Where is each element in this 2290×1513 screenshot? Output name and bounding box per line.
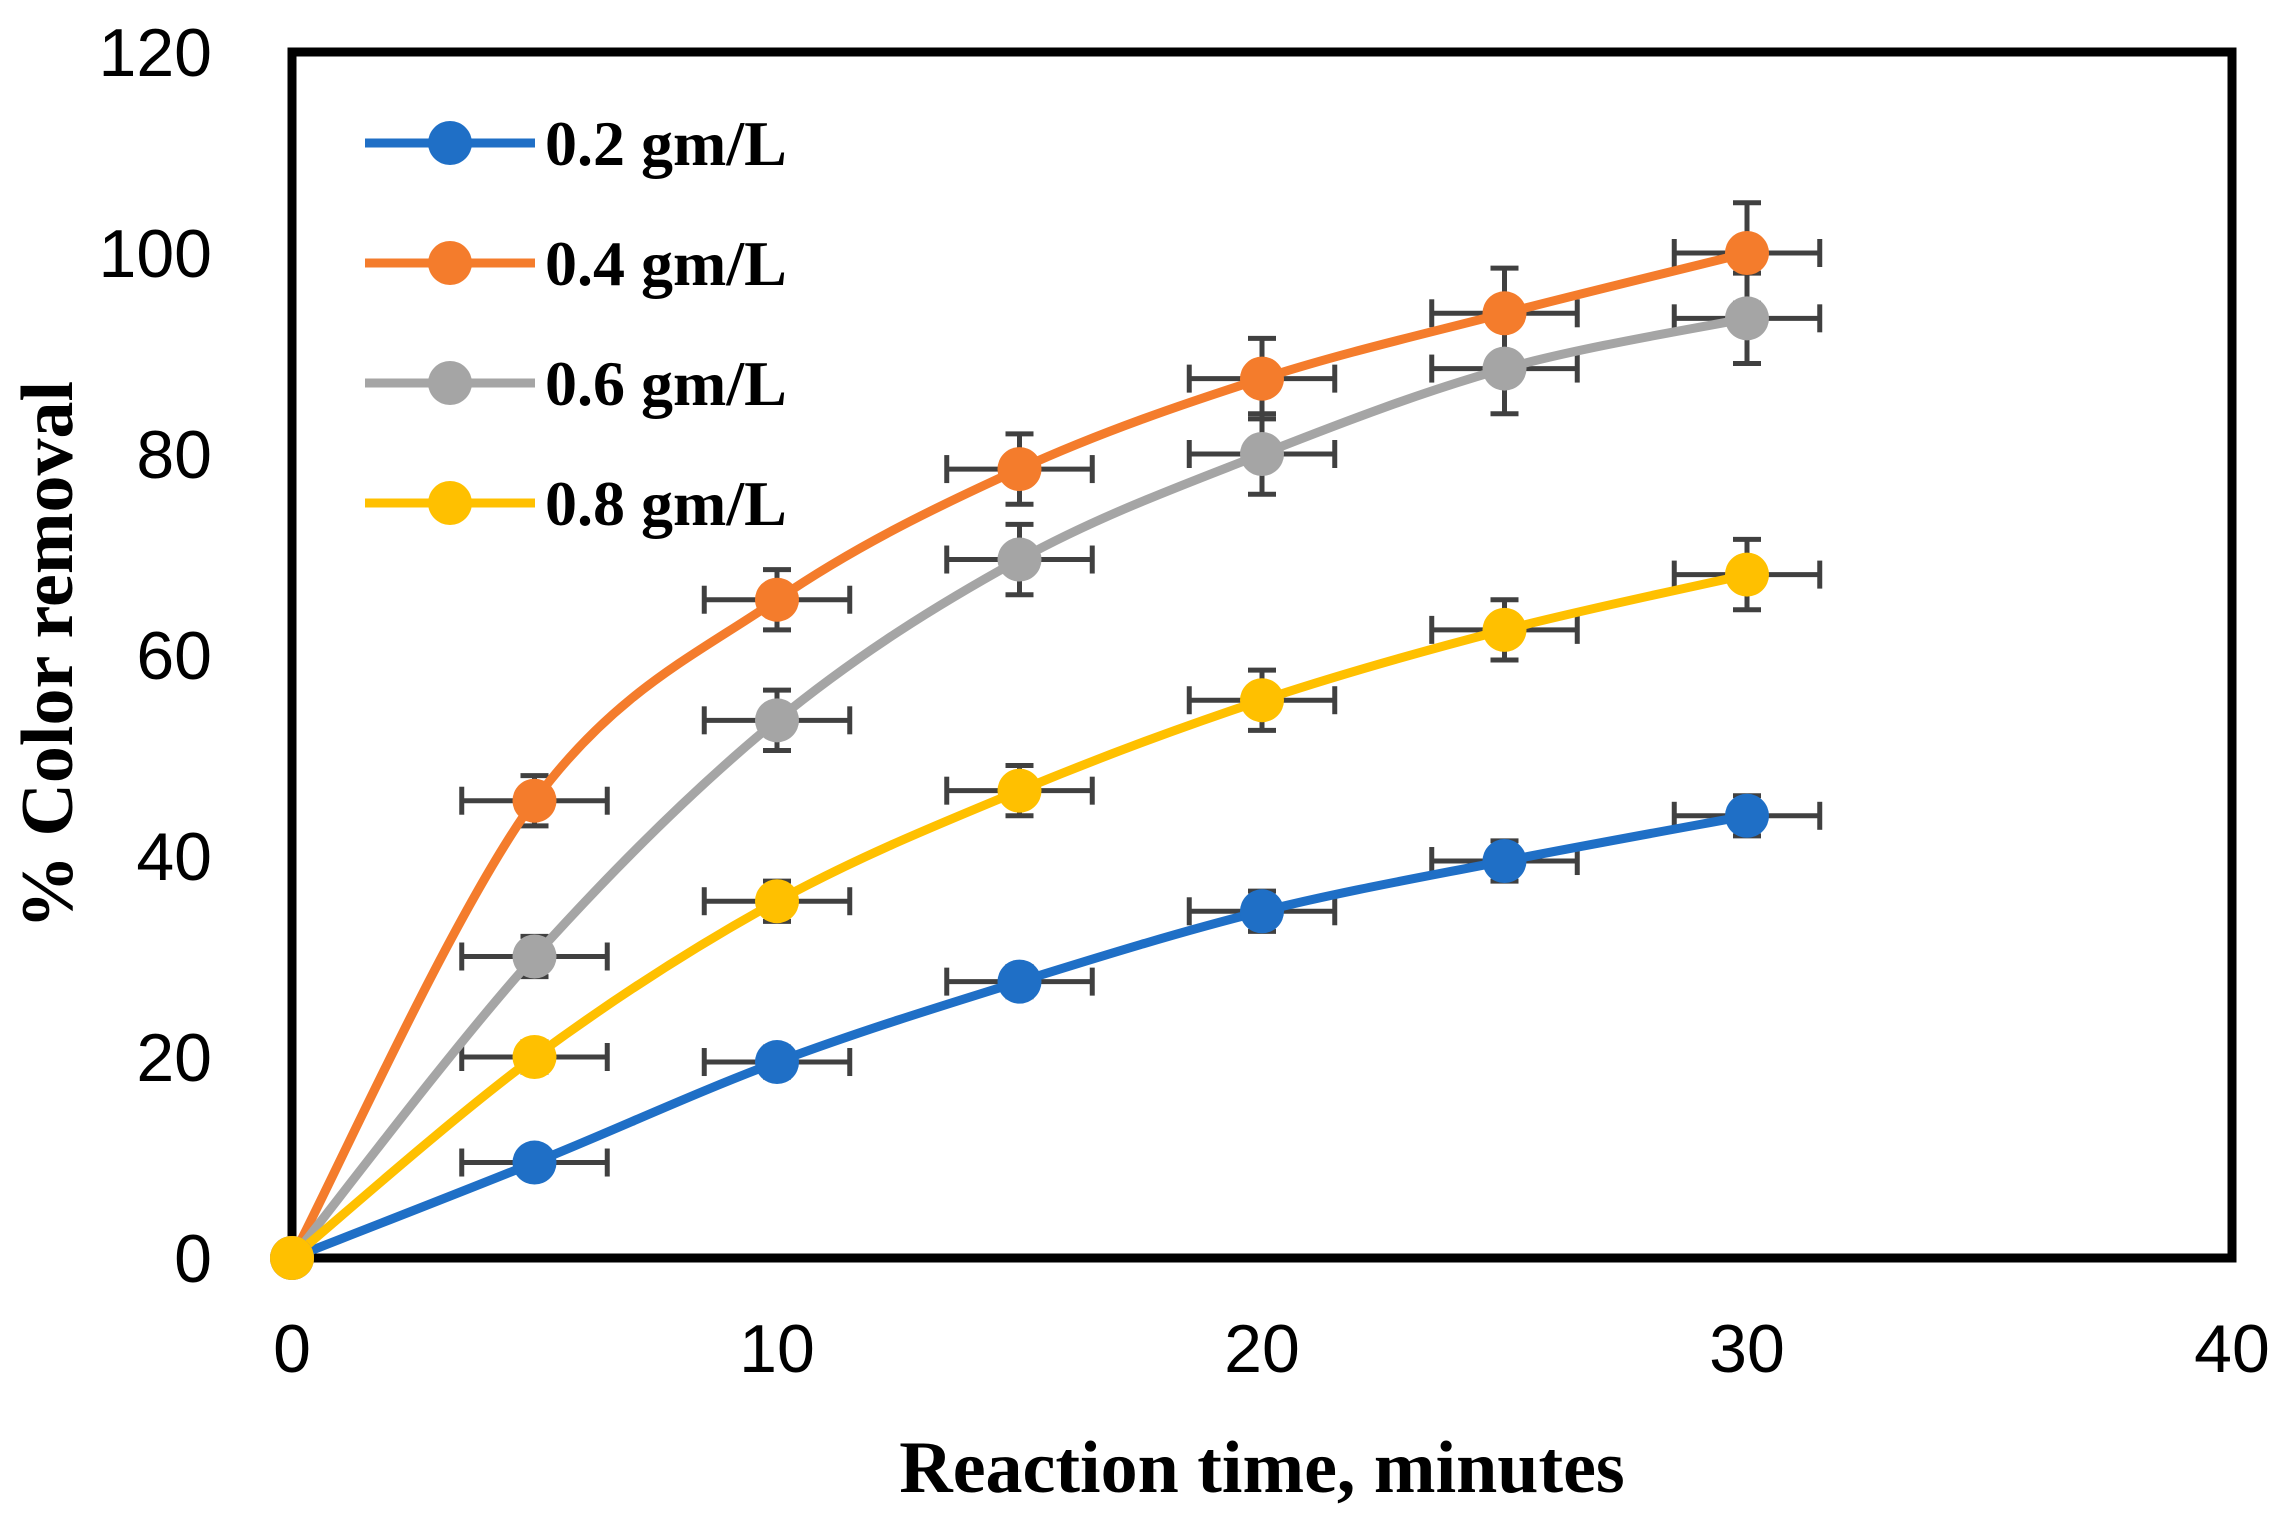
- legend-label-0-4-gm-l: 0.4 gm/L: [545, 228, 787, 299]
- series-points: [270, 231, 1769, 1280]
- plot-area-frame: [287, 47, 2237, 1263]
- data-point-0-6-gm-l: [1482, 346, 1527, 391]
- data-point-0-8-gm-l: [1725, 552, 1769, 597]
- data-point-0-8-gm-l: [1482, 607, 1527, 652]
- data-point-0-8-gm-l: [755, 879, 799, 924]
- data-point-0-6-gm-l: [997, 537, 1042, 582]
- y-tick-label: 80: [136, 417, 212, 493]
- legend-label-0-6-gm-l: 0.6 gm/L: [545, 348, 787, 419]
- error-bar-0-8-gm-l: [1671, 536, 1823, 613]
- legend-label-0-2-gm-l: 0.2 gm/L: [545, 108, 787, 179]
- data-point-0-8-gm-l: [997, 768, 1042, 813]
- x-axis-ticks: 0 10 20 30 40: [273, 1311, 2270, 1387]
- x-tick-label: 10: [739, 1311, 815, 1387]
- legend-marker-0-6-gm-l: [428, 361, 472, 405]
- data-point-0-4-gm-l: [1482, 291, 1527, 336]
- data-point-0-6-gm-l: [1725, 296, 1769, 341]
- data-point-0-4-gm-l: [997, 447, 1042, 492]
- legend-item-0-4-gm-l: 0.4 gm/L: [365, 228, 787, 299]
- y-tick-label: 60: [136, 618, 212, 694]
- data-point-0-2-gm-l: [1482, 839, 1527, 884]
- x-axis-title: Reaction time, minutes: [899, 1427, 1624, 1509]
- series-lines: [287, 248, 1752, 1263]
- legend-item-0-6-gm-l: 0.6 gm/L: [365, 348, 787, 419]
- series-line-0-4-gm-l: [287, 248, 1752, 1263]
- data-point-0-4-gm-l: [1725, 231, 1769, 275]
- x-tick-label: 40: [2194, 1311, 2270, 1387]
- legend-label-0-8-gm-l: 0.8 gm/L: [545, 468, 787, 539]
- data-point-0-6-gm-l: [512, 934, 557, 979]
- data-point-0-4-gm-l: [512, 778, 557, 823]
- y-axis-ticks: 0 20 40 60 80 100 120: [99, 15, 212, 1297]
- y-tick-label: 40: [136, 819, 212, 895]
- legend: 0.2 gm/L 0.4 gm/L 0.6 gm/L 0.8 gm/L: [365, 108, 787, 539]
- x-tick-label: 30: [1709, 1311, 1785, 1387]
- y-axis-title: % Color removal: [7, 381, 89, 929]
- data-point-0-8-gm-l: [270, 1236, 314, 1280]
- data-point-0-2-gm-l: [1240, 889, 1284, 934]
- data-point-0-2-gm-l: [1725, 793, 1769, 838]
- data-point-0-2-gm-l: [512, 1140, 557, 1185]
- data-point-0-4-gm-l: [1240, 356, 1284, 401]
- series-line-0-2-gm-l: [287, 811, 1752, 1263]
- x-tick-label: 20: [1224, 1311, 1300, 1387]
- legend-marker-0-8-gm-l: [428, 481, 472, 525]
- legend-marker-0-2-gm-l: [428, 121, 472, 165]
- data-point-0-8-gm-l: [1240, 678, 1284, 723]
- data-point-0-8-gm-l: [512, 1035, 557, 1079]
- data-point-0-6-gm-l: [755, 698, 799, 743]
- data-point-0-2-gm-l: [997, 959, 1042, 1004]
- data-point-0-2-gm-l: [755, 1040, 799, 1085]
- x-tick-label: 0: [273, 1311, 311, 1387]
- data-point-0-6-gm-l: [1240, 432, 1284, 476]
- data-point-0-4-gm-l: [755, 577, 799, 622]
- y-tick-label: 100: [99, 216, 212, 292]
- series-line-0-8-gm-l: [287, 570, 1752, 1263]
- y-tick-label: 120: [99, 15, 212, 91]
- y-tick-label: 0: [174, 1221, 212, 1297]
- y-tick-label: 20: [136, 1020, 212, 1096]
- legend-marker-0-4-gm-l: [428, 241, 472, 285]
- legend-item-0-8-gm-l: 0.8 gm/L: [365, 468, 787, 539]
- error-bar-0-4-gm-l: [1186, 335, 1338, 422]
- legend-item-0-2-gm-l: 0.2 gm/L: [365, 108, 787, 179]
